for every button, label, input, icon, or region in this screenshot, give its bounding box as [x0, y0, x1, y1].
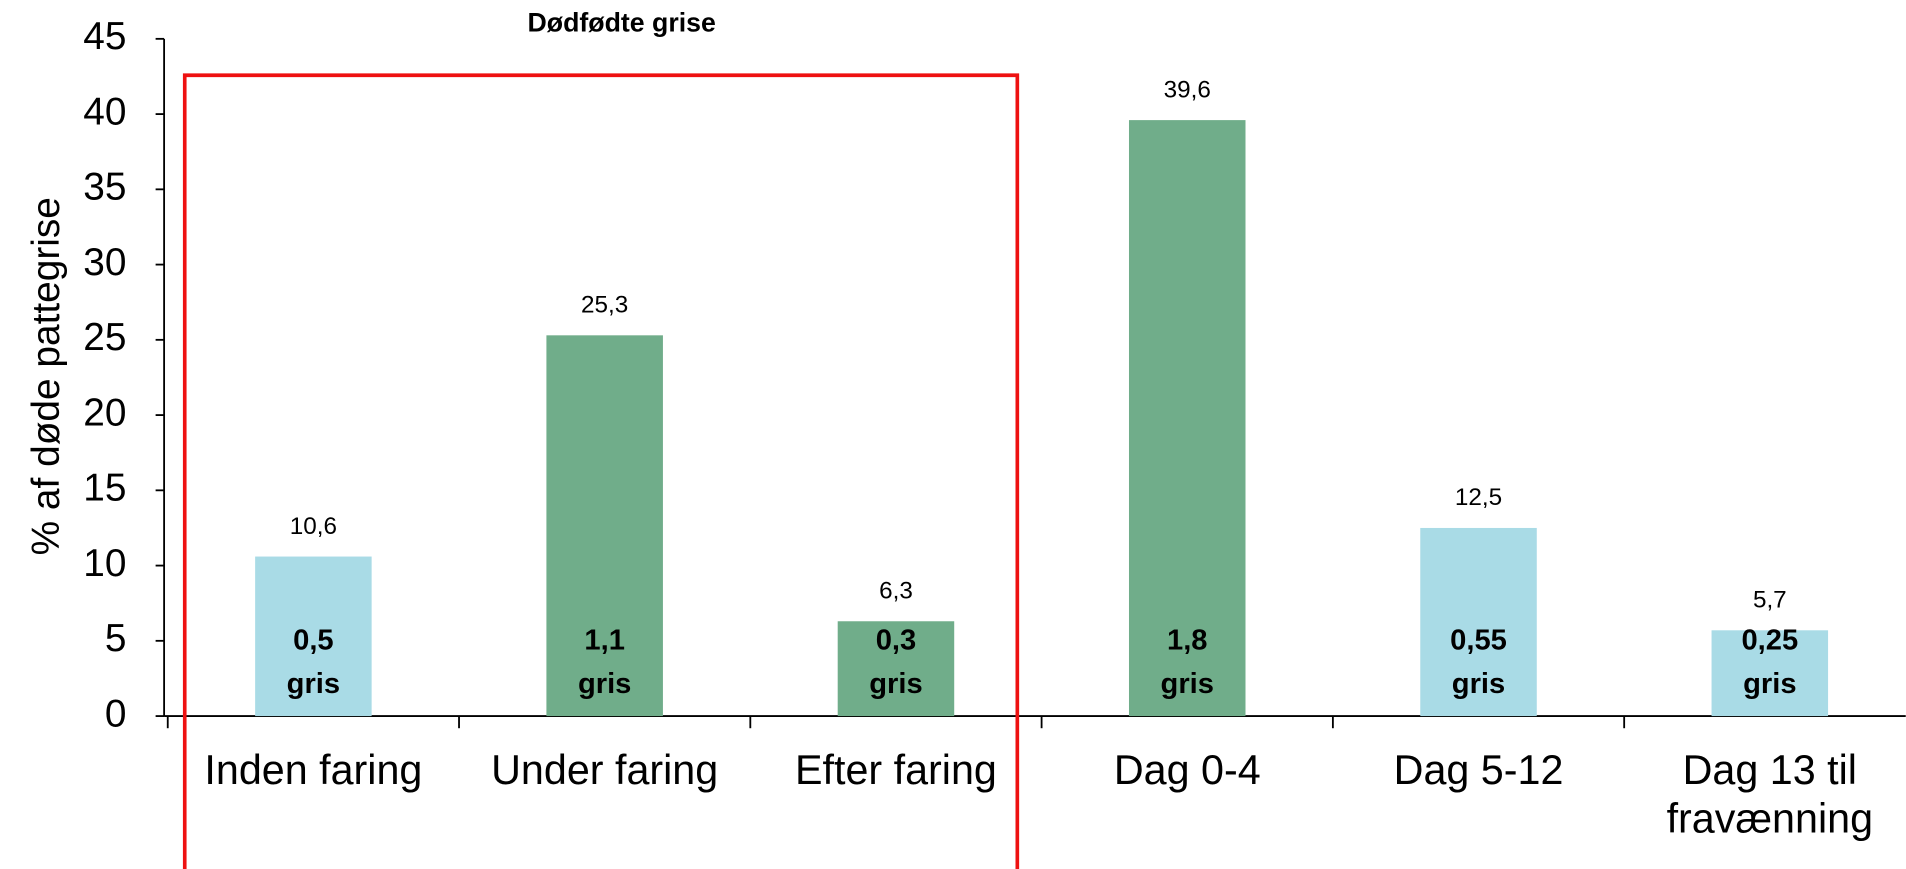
y-tick-label: 20	[83, 391, 126, 434]
y-tick-label: 15	[83, 467, 126, 510]
inner-label-box: 1,8 gris	[1160, 623, 1214, 701]
x-tick-label: Dag 13 til fravænning	[1666, 747, 1874, 843]
x-tick-label-box: Dag 13 til fravænning	[1666, 747, 1874, 843]
inner-label: 0,25 gris	[1741, 623, 1799, 701]
value-label: 10,6	[290, 513, 337, 540]
y-tick-label: 5	[105, 617, 127, 660]
inner-label-box: 0,5 gris	[286, 623, 341, 701]
inner-label-box: 0,25 gris	[1741, 623, 1799, 701]
inner-label: 1,1 gris	[577, 623, 632, 701]
bar	[1420, 527, 1537, 717]
y-tick-label: 45	[83, 15, 126, 58]
x-tick-label-box: Dag 0-4	[1113, 747, 1261, 794]
bar	[546, 335, 663, 717]
value-label: 6,3	[879, 578, 913, 605]
x-tick-label-box: Under faring	[491, 747, 719, 794]
x-tick-label: Inden faring	[204, 747, 423, 794]
inner-label: 0,5 gris	[286, 623, 341, 701]
y-tick-label: 40	[83, 90, 126, 133]
x-tick-label-box: Dag 5-12	[1393, 747, 1564, 794]
bar	[1711, 630, 1829, 717]
x-tick-label: Dag 5-12	[1393, 747, 1564, 794]
value-label: 39,6	[1164, 76, 1211, 103]
x-tick-label: Efter faring	[795, 747, 997, 794]
y-tick-label: 10	[83, 542, 126, 585]
x-tick-label-box: Inden faring	[204, 747, 423, 794]
y-axis-label: % af døde pattegrise	[25, 197, 68, 555]
annotation: Dødfødte grise	[528, 7, 716, 37]
value-label: 12,5	[1455, 484, 1502, 511]
bar	[255, 556, 372, 717]
bar	[1128, 120, 1246, 717]
inner-label-box: 0,55 gris	[1450, 623, 1507, 701]
y-tick-label: 0	[105, 692, 127, 735]
x-tick-label: Under faring	[491, 747, 719, 794]
inner-label: 1,8 gris	[1160, 623, 1214, 701]
inner-label-box: 0,3 gris	[869, 623, 923, 701]
annotation-box	[182, 73, 1020, 869]
value-label: 5,7	[1753, 587, 1787, 614]
y-tick-label: 30	[83, 241, 126, 284]
y-tick-label: 25	[83, 316, 126, 359]
x-tick-label: Dag 0-4	[1113, 747, 1261, 794]
inner-label: 0,3 gris	[869, 623, 923, 701]
y-tick-label: 35	[83, 166, 126, 209]
bar	[837, 621, 955, 717]
inner-label-box: 1,1 gris	[577, 623, 632, 701]
value-label: 25,3	[581, 292, 628, 319]
x-tick-label-box: Efter faring	[795, 747, 997, 794]
inner-label: 0,55 gris	[1450, 623, 1507, 701]
